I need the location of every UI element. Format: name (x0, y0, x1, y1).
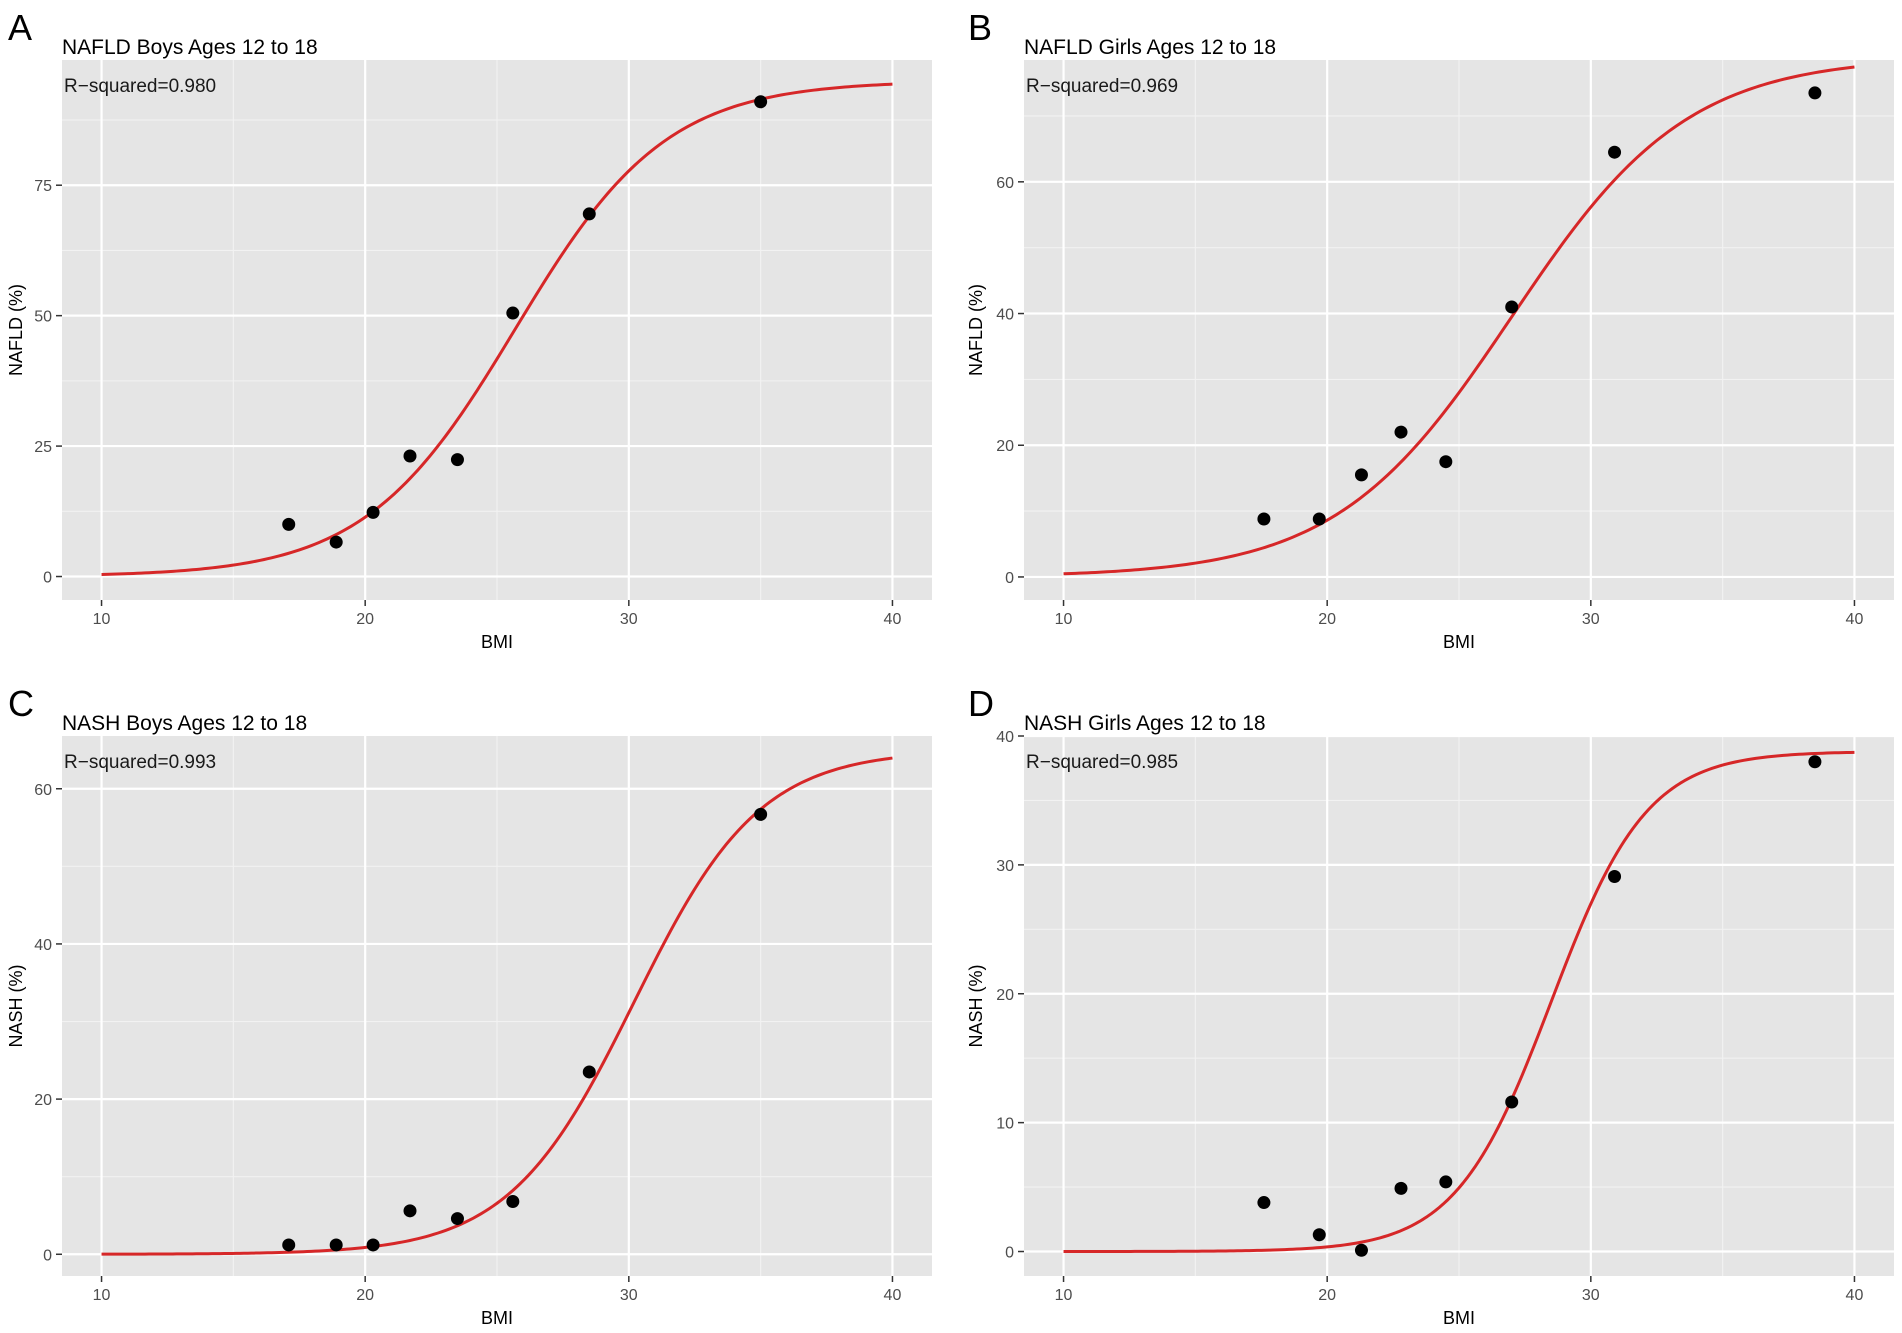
data-point (1439, 455, 1453, 469)
x-tick-label: 10 (93, 611, 111, 628)
data-point (506, 1195, 520, 1209)
data-point (582, 1065, 596, 1079)
y-tick-label: 40 (996, 729, 1014, 746)
y-tick-label: 60 (34, 782, 52, 799)
data-point (1608, 869, 1622, 883)
data-point (403, 449, 417, 463)
panel-letter: D (968, 683, 994, 724)
data-point (282, 517, 296, 531)
data-point (754, 95, 768, 109)
y-axis-label: NAFLD (%) (6, 284, 26, 376)
y-tick-label: 25 (34, 439, 52, 456)
y-tick-label: 0 (43, 570, 52, 587)
x-tick-label: 10 (1055, 1287, 1073, 1304)
y-tick-label: 60 (996, 175, 1014, 192)
data-point (1808, 755, 1822, 769)
data-point (1312, 1228, 1326, 1242)
x-tick-label: 20 (1318, 1287, 1336, 1304)
data-point (329, 535, 343, 549)
y-tick-label: 20 (996, 987, 1014, 1004)
data-point (1505, 1095, 1519, 1109)
data-point (1394, 1181, 1408, 1195)
x-axis-label: BMI (481, 632, 513, 652)
data-point (1394, 425, 1408, 439)
panel-b: B NAFLD Girls Ages 12 to 18 10 20 30 40 0 20 40 6… (966, 7, 1894, 652)
y-tick-label: 40 (34, 937, 52, 954)
r-squared-annotation: R−squared=0.993 (64, 752, 216, 773)
data-point (1257, 512, 1271, 526)
panel-letter: C (8, 683, 34, 724)
panel-letter: A (8, 7, 32, 48)
data-point (506, 306, 520, 320)
y-tick-label: 20 (34, 1092, 52, 1109)
x-tick-label: 30 (620, 611, 638, 628)
data-point (450, 1212, 464, 1226)
x-axis-label: BMI (481, 1308, 513, 1328)
y-tick-label: 20 (996, 438, 1014, 455)
panel-title: NAFLD Girls Ages 12 to 18 (1024, 36, 1276, 59)
data-point (1505, 300, 1519, 314)
x-tick-label: 30 (1582, 1287, 1600, 1304)
data-point (1257, 1196, 1271, 1210)
y-axis-label: NASH (%) (6, 964, 26, 1047)
y-tick-label: 50 (34, 309, 52, 326)
panel-a: A NAFLD Boys Ages 12 to 18 10 20 30 40 0 25 50 75… (6, 7, 932, 652)
panel-c: C NASH Boys Ages 12 to 18 10 20 30 40 0 20 40 60 R… (6, 683, 932, 1328)
data-point (754, 807, 768, 821)
data-point (450, 453, 464, 467)
fitted-curve (1063, 65, 1855, 576)
r-squared-annotation: R−squared=0.969 (1026, 76, 1178, 97)
panel-title: NAFLD Boys Ages 12 to 18 (62, 36, 318, 59)
data-point (282, 1238, 296, 1252)
x-tick-label: 20 (356, 611, 374, 628)
y-tick-label: 10 (996, 1116, 1014, 1133)
y-axis-label: NASH (%) (966, 964, 986, 1047)
x-axis-label: BMI (1443, 1308, 1475, 1328)
data-point (1608, 145, 1622, 159)
panel-title: NASH Girls Ages 12 to 18 (1024, 712, 1266, 735)
fitted-curve (1063, 750, 1855, 1253)
x-tick-label: 40 (1846, 611, 1864, 628)
x-axis-label: BMI (1443, 632, 1475, 652)
y-axis-label: NAFLD (%) (966, 284, 986, 376)
data-point (366, 505, 380, 519)
y-tick-label: 40 (996, 307, 1014, 324)
x-tick-label: 40 (884, 611, 902, 628)
data-point (1439, 1175, 1453, 1189)
data-point (582, 207, 596, 221)
r-squared-annotation: R−squared=0.980 (64, 76, 216, 97)
data-point (403, 1204, 417, 1218)
data-point (1354, 468, 1368, 482)
data-point (1312, 512, 1326, 526)
data-point (1354, 1243, 1368, 1257)
y-tick-label: 0 (43, 1247, 52, 1264)
panel-title: NASH Boys Ages 12 to 18 (62, 712, 307, 735)
data-point (1808, 86, 1822, 100)
x-tick-label: 30 (1582, 611, 1600, 628)
r-squared-annotation: R−squared=0.985 (1026, 752, 1178, 773)
data-point (329, 1238, 343, 1252)
x-tick-label: 10 (93, 1287, 111, 1304)
y-tick-label: 0 (1005, 570, 1014, 587)
x-tick-label: 20 (356, 1287, 374, 1304)
x-tick-label: 20 (1318, 611, 1336, 628)
x-tick-label: 40 (1846, 1287, 1864, 1304)
y-tick-label: 30 (996, 858, 1014, 875)
panel-letter: B (968, 7, 992, 48)
y-tick-label: 0 (1005, 1245, 1014, 1262)
x-tick-label: 30 (620, 1287, 638, 1304)
y-tick-label: 75 (34, 178, 52, 195)
data-point (366, 1238, 380, 1252)
x-tick-label: 40 (884, 1287, 902, 1304)
panel-d: D NASH Girls Ages 12 to 18 10 20 30 40 0 10 20 30… (966, 683, 1894, 1328)
x-tick-label: 10 (1055, 611, 1073, 628)
